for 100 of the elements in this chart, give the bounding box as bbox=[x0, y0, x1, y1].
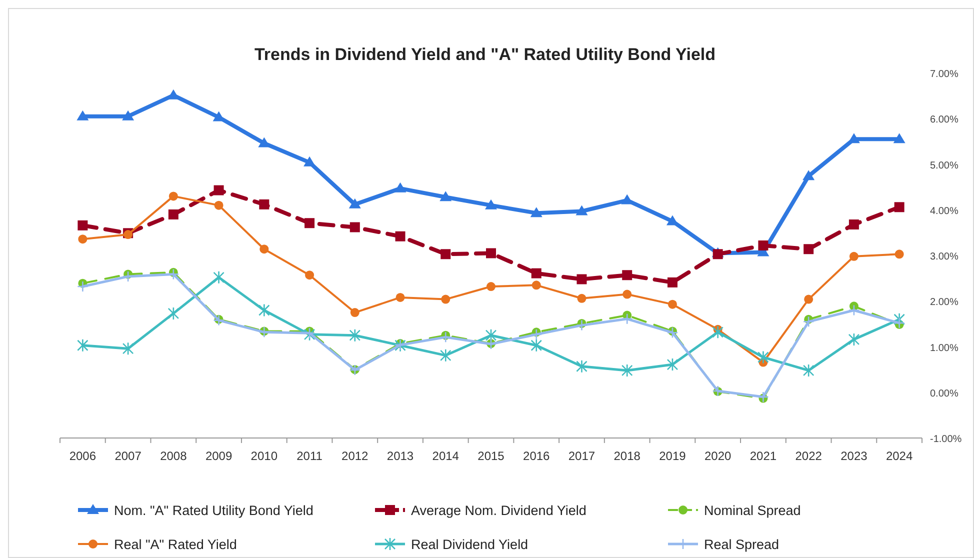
point bbox=[802, 364, 814, 378]
point bbox=[396, 292, 405, 302]
point bbox=[848, 219, 859, 230]
y-tick-label: 5.00% bbox=[930, 160, 958, 172]
point bbox=[258, 304, 270, 317]
x-tick-label: 2024 bbox=[886, 449, 913, 463]
point bbox=[667, 277, 678, 288]
x-tick-label: 2006 bbox=[69, 449, 96, 463]
point bbox=[758, 391, 769, 403]
legend-label: Real Spread bbox=[704, 537, 780, 552]
point bbox=[77, 280, 88, 292]
x-tick-label: 2018 bbox=[614, 449, 641, 463]
y-tick-label: 2.00% bbox=[930, 297, 958, 308]
point bbox=[802, 170, 815, 180]
point bbox=[622, 270, 632, 280]
y-tick-label: 3.00% bbox=[930, 252, 958, 262]
point bbox=[440, 191, 452, 202]
point bbox=[668, 300, 677, 309]
point bbox=[168, 306, 180, 320]
point bbox=[576, 320, 588, 331]
point bbox=[758, 240, 768, 250]
point bbox=[122, 110, 134, 120]
legend-label: Real "A" Rated Yield bbox=[114, 537, 237, 552]
x-tick-label: 2009 bbox=[205, 449, 232, 463]
y-tick-label: 4.00% bbox=[930, 206, 958, 217]
x-tick-label: 2021 bbox=[750, 449, 777, 463]
point bbox=[576, 360, 588, 374]
point bbox=[486, 282, 496, 292]
point bbox=[804, 244, 814, 254]
point bbox=[621, 364, 633, 378]
point bbox=[849, 252, 858, 261]
x-tick-label: 2023 bbox=[840, 449, 868, 463]
point bbox=[758, 350, 769, 364]
x-tick-label: 2008 bbox=[160, 449, 188, 463]
x-tick-label: 2019 bbox=[659, 449, 686, 463]
point bbox=[576, 274, 587, 284]
point bbox=[532, 280, 541, 290]
point bbox=[894, 312, 905, 326]
point bbox=[530, 338, 542, 352]
point bbox=[168, 209, 178, 220]
point bbox=[622, 290, 632, 299]
point bbox=[621, 313, 633, 325]
point bbox=[894, 250, 904, 259]
point bbox=[712, 326, 724, 339]
y-tick-label: 6.00% bbox=[930, 114, 958, 126]
point bbox=[349, 328, 361, 342]
legend-label: Real Dividend Yield bbox=[411, 537, 528, 552]
point bbox=[530, 207, 542, 218]
point bbox=[258, 137, 270, 148]
point bbox=[122, 342, 134, 356]
point bbox=[260, 244, 269, 254]
point bbox=[77, 338, 88, 352]
legend-label: Average Nom. Dividend Yield bbox=[411, 503, 586, 518]
point bbox=[348, 198, 361, 208]
point bbox=[350, 308, 360, 318]
y-tick-label: 7.00% bbox=[930, 69, 958, 80]
point bbox=[893, 133, 906, 144]
point bbox=[259, 199, 270, 210]
point bbox=[530, 328, 542, 340]
y-tick-label: 0.00% bbox=[930, 388, 958, 400]
point bbox=[577, 294, 586, 303]
point bbox=[894, 202, 904, 212]
x-tick-label: 2013 bbox=[386, 449, 414, 463]
point bbox=[440, 332, 452, 343]
point bbox=[304, 328, 316, 342]
point bbox=[440, 249, 451, 260]
point bbox=[485, 328, 497, 342]
point bbox=[214, 200, 224, 210]
point bbox=[350, 222, 360, 232]
point bbox=[802, 316, 814, 328]
point bbox=[485, 199, 497, 210]
point bbox=[531, 268, 542, 278]
point bbox=[576, 205, 588, 216]
point bbox=[304, 156, 316, 166]
point bbox=[304, 218, 315, 228]
point bbox=[666, 358, 678, 372]
x-tick-label: 2011 bbox=[296, 449, 323, 463]
point bbox=[395, 231, 406, 242]
point bbox=[441, 294, 450, 304]
legend-label: Nom. "A" Rated Utility Bond Yield bbox=[114, 503, 314, 518]
point bbox=[804, 294, 814, 304]
point bbox=[168, 192, 178, 201]
point bbox=[305, 270, 314, 280]
chart-title: Trends in Dividend Yield and "A" Rated Utility Bond Yield bbox=[254, 45, 716, 64]
legend-label: Nominal Spread bbox=[704, 503, 801, 518]
point bbox=[76, 110, 89, 120]
point bbox=[486, 248, 496, 258]
x-tick-label: 2012 bbox=[342, 449, 369, 463]
x-tick-label: 2015 bbox=[478, 449, 505, 463]
x-tick-label: 2007 bbox=[114, 449, 142, 463]
point bbox=[894, 317, 905, 329]
point bbox=[666, 326, 678, 338]
y-tick-label: -1.00% bbox=[930, 434, 962, 445]
point bbox=[440, 348, 452, 362]
x-tick-label: 2020 bbox=[704, 449, 732, 463]
point bbox=[78, 234, 88, 244]
x-tick-label: 2016 bbox=[523, 449, 550, 463]
x-tick-label: 2014 bbox=[432, 449, 460, 463]
x-tick-label: 2010 bbox=[250, 449, 278, 463]
y-tick-label: 1.00% bbox=[930, 342, 958, 354]
